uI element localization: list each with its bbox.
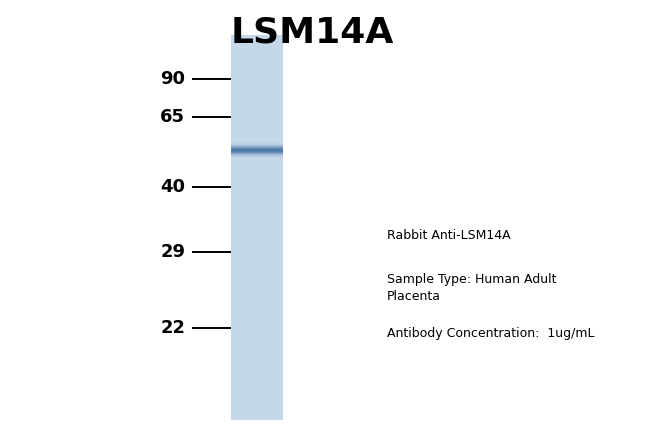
Text: Antibody Concentration:  1ug/mL: Antibody Concentration: 1ug/mL (387, 327, 594, 340)
Text: 22: 22 (161, 319, 185, 336)
Text: 90: 90 (161, 70, 185, 88)
Text: 29: 29 (161, 243, 185, 262)
Text: 40: 40 (161, 178, 185, 196)
Text: Rabbit Anti-LSM14A: Rabbit Anti-LSM14A (387, 229, 510, 242)
Text: Placenta: Placenta (387, 290, 441, 303)
Text: 65: 65 (161, 109, 185, 126)
Text: Sample Type: Human Adult: Sample Type: Human Adult (387, 273, 556, 286)
FancyBboxPatch shape (231, 35, 283, 420)
Text: LSM14A: LSM14A (230, 15, 394, 49)
